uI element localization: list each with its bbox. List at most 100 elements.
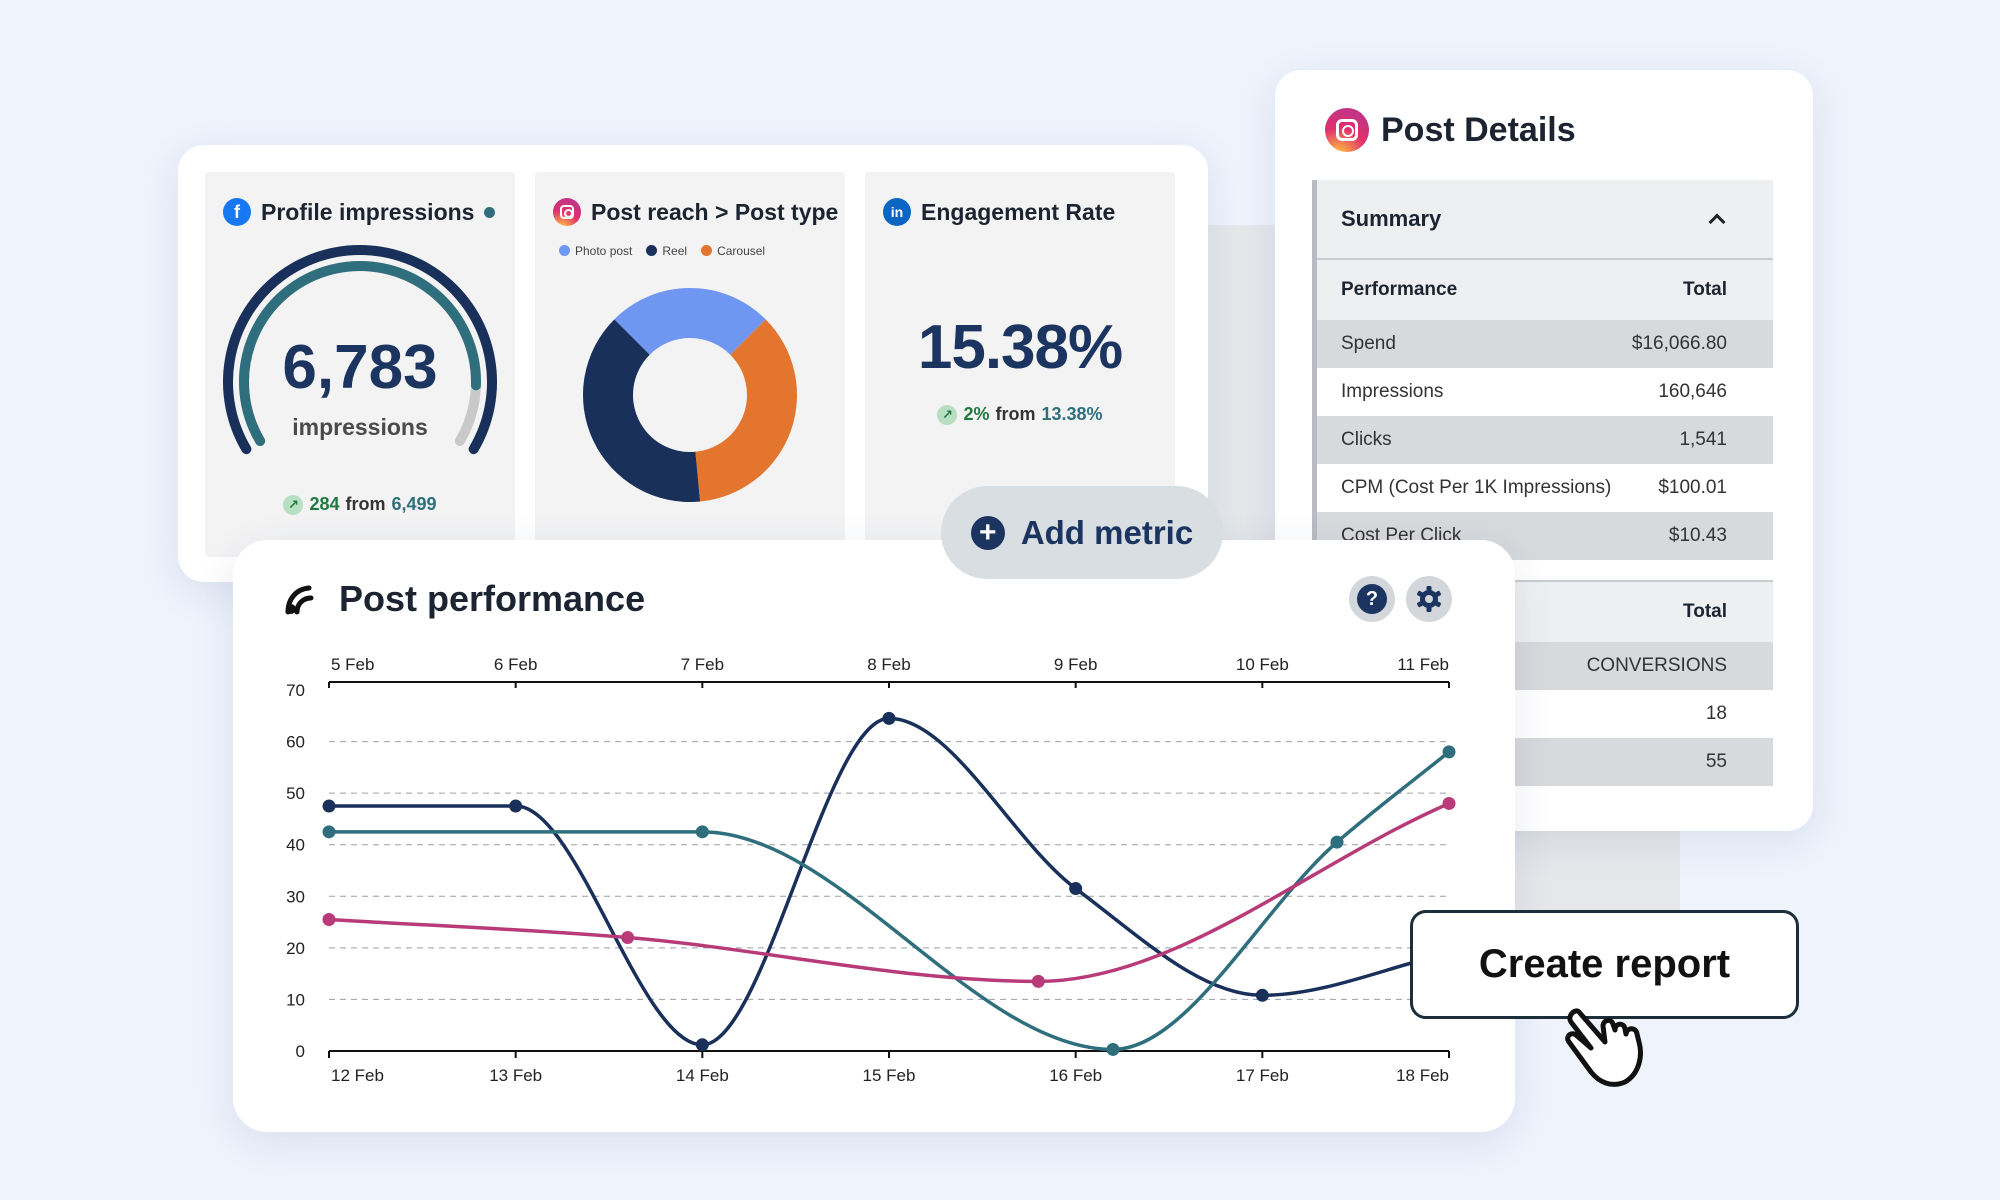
legend-swatch: [559, 245, 570, 256]
add-metric-button[interactable]: + Add metric: [941, 486, 1223, 579]
x-bottom-tick-label: 18 Feb: [1396, 1066, 1449, 1085]
legend-reel: Reel: [646, 244, 687, 258]
x-top-tick-label: 10 Feb: [1236, 655, 1289, 674]
chevron-up-icon: [1708, 213, 1726, 231]
trend-up-icon: ↗: [283, 494, 304, 515]
row-value: 18: [1705, 703, 1727, 724]
row-label: Spend: [1341, 333, 1396, 354]
instagram-icon: [553, 198, 581, 226]
create-report-button[interactable]: Create report: [1410, 910, 1799, 1019]
summary-toggle[interactable]: Summary: [1317, 180, 1773, 258]
instagram-icon: [1325, 108, 1369, 152]
x-bottom-tick-label: 14 Feb: [676, 1066, 729, 1085]
settings-button[interactable]: [1406, 576, 1452, 622]
x-top-tick-label: 11 Feb: [1397, 655, 1449, 674]
x-bottom-tick-label: 13 Feb: [489, 1066, 542, 1085]
help-button[interactable]: ?: [1349, 576, 1395, 622]
data-point: [322, 825, 336, 839]
row-label: Clicks: [1341, 429, 1392, 450]
data-point: [695, 1038, 709, 1052]
x-bottom-tick-label: 12 Feb: [331, 1066, 384, 1085]
pointer-hand-icon: [1565, 1008, 1643, 1087]
header-total: Total: [1683, 279, 1727, 300]
delta-base-value: 13.38%: [1041, 404, 1103, 424]
profile-impressions-header: f Profile impressions: [223, 198, 496, 226]
row-value: 55: [1705, 751, 1727, 772]
row-value: CONVERSIONS: [1586, 655, 1727, 676]
y-tick-label: 30: [286, 887, 305, 906]
table-row: Impressions 160,646: [1317, 368, 1773, 416]
add-metric-label: Add metric: [1020, 513, 1194, 551]
engagement-title: Engagement Rate: [921, 198, 1116, 225]
gauge-outer-arc: [223, 245, 497, 455]
facebook-icon: f: [223, 198, 251, 226]
row-label: Impressions: [1341, 381, 1444, 402]
data-point: [509, 799, 523, 813]
engagement-delta: ↗ 2% from 13.38%: [865, 404, 1175, 425]
row-value: 1,541: [1679, 429, 1727, 450]
divider: [1317, 258, 1773, 260]
x-top-tick-label: 5 Feb: [331, 655, 374, 674]
x-bottom-tick-label: 16 Feb: [1049, 1066, 1102, 1085]
post-reach-panel: Post reach > Post type Photo post Reel C…: [535, 172, 845, 557]
series-line-0: [329, 716, 1450, 1047]
table-row: CPM (Cost Per 1K Impressions) $100.01: [1317, 464, 1773, 512]
table-header: Performance Total: [1317, 260, 1773, 320]
post-performance-header: Post performance: [283, 578, 645, 620]
legend-carousel: Carousel: [701, 244, 765, 258]
donut-slice-reel: [583, 319, 701, 502]
data-point: [621, 931, 635, 945]
delta-from-label: from: [995, 404, 1036, 424]
y-tick-label: 70: [286, 681, 305, 700]
post-details-title: Post Details: [1381, 110, 1576, 149]
donut-legend: Photo post Reel Carousel: [559, 244, 765, 258]
x-top-tick-label: 7 Feb: [681, 655, 724, 674]
legend-swatch: [701, 245, 713, 256]
y-tick-label: 20: [286, 939, 305, 958]
post-reach-header: Post reach > Post type: [553, 198, 838, 226]
post-performance-card: Post performance ? 0 10 20 30 40 50 60 70 5 Feb 6…: [233, 540, 1515, 1132]
x-bottom-tick-label: 17 Feb: [1236, 1066, 1289, 1085]
row-label: CPM (Cost Per 1K Impressions): [1341, 477, 1612, 498]
x-top-tick-label: 6 Feb: [494, 655, 537, 674]
row-value: $16,066.80: [1631, 333, 1727, 354]
delta-from-label: from: [345, 494, 386, 514]
row-value: $100.01: [1658, 477, 1727, 498]
post-performance-chart: 0 10 20 30 40 50 60 70 5 Feb 6 Feb 7 Feb 8 Feb 9 Feb…: [286, 655, 1456, 1085]
question-icon: ?: [1357, 584, 1387, 614]
table-row: Clicks 1,541: [1317, 416, 1773, 464]
data-point: [1330, 835, 1344, 849]
data-point: [322, 912, 336, 926]
data-point: [695, 825, 709, 839]
header-performance: Performance: [1341, 279, 1458, 300]
delta-value: 284: [309, 494, 340, 514]
divider: [1317, 580, 1773, 582]
performance-chart-icon: [285, 585, 314, 615]
post-details-header: Post Details: [1325, 108, 1576, 152]
create-report-label: Create report: [1478, 942, 1731, 986]
y-tick-label: 10: [286, 990, 305, 1009]
x-bottom-tick-label: 15 Feb: [863, 1066, 916, 1085]
engagement-value: 15.38%: [917, 313, 1123, 382]
donut-slice-photo-post: [614, 288, 766, 355]
post-reach-title: Post reach > Post type: [591, 198, 839, 225]
y-tick-label: 40: [286, 836, 305, 855]
legend-photo-post: Photo post: [559, 244, 632, 258]
donut-slice-carousel: [695, 319, 797, 502]
status-dot-icon: [484, 206, 496, 218]
impressions-gauge: [223, 245, 497, 455]
trend-up-icon: ↗: [937, 404, 958, 425]
profile-impressions-title: Profile impressions: [261, 198, 475, 225]
data-point: [1442, 796, 1456, 810]
data-point: [882, 711, 896, 725]
profile-impressions-panel: f Profile impressions 6,783 impressions …: [205, 172, 515, 557]
gear-icon: [1417, 586, 1441, 612]
legend-swatch: [646, 245, 658, 256]
engagement-header: in Engagement Rate: [883, 198, 1115, 226]
series-line-2: [328, 801, 1450, 984]
data-point: [1255, 988, 1269, 1002]
delta-value: 2%: [963, 404, 990, 424]
impressions-unit: impressions: [292, 414, 428, 440]
linkedin-icon: in: [883, 198, 911, 226]
data-point: [1442, 745, 1456, 759]
